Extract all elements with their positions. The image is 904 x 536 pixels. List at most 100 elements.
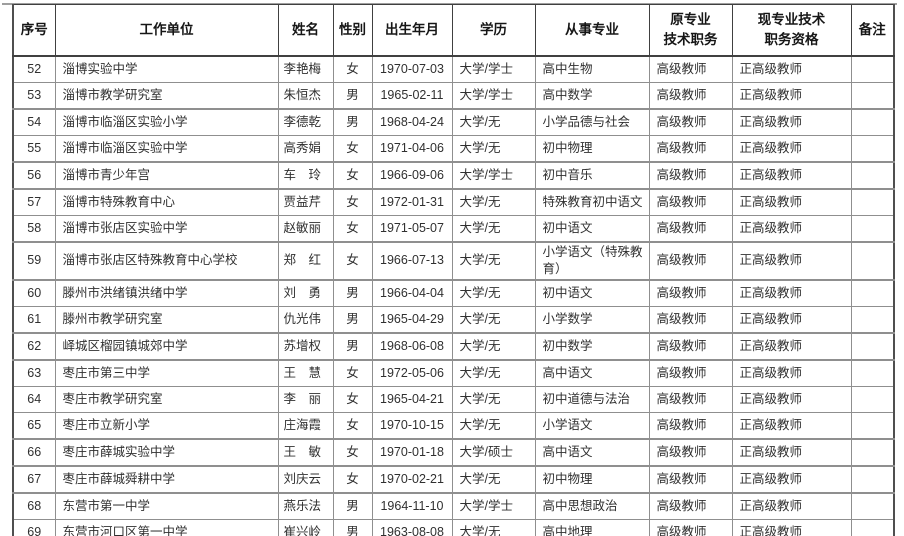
cell-gender: 女 — [332, 359, 373, 387]
cell-gender: 女 — [332, 55, 373, 83]
cell-name: 贾益芹 — [277, 188, 334, 216]
table-row: 58 淄博市张店区实验中学 赵敏丽女 1971-05-07 大学/无 初中语文 高级教师 正高… — [12, 215, 895, 243]
column-header-gender: 性别 — [332, 4, 373, 57]
cell-current-title: 正高级教师 — [731, 385, 852, 413]
cell-index: 58 — [12, 215, 56, 243]
cell-remarks — [850, 82, 895, 110]
table-row: 63 枣庄市第三中学王 慧女 1972-05-06 大学/无 高中语文 高级教师 正高级教师 — [12, 359, 895, 387]
cell-current-title: 正高级教师 — [731, 332, 852, 361]
cell-original-title: 高级教师 — [648, 359, 733, 387]
cell-profession: 高中生物 — [534, 55, 650, 83]
column-header-original-title: 原专业 技术职务 — [648, 4, 733, 57]
cell-work-unit: 淄博市特殊教育中心 — [54, 188, 279, 216]
cell-gender: 男 — [332, 305, 373, 334]
cell-remarks — [850, 161, 895, 190]
cell-birth-date: 1963-08-08 — [371, 518, 453, 536]
cell-original-title: 高级教师 — [648, 492, 733, 520]
cell-gender: 男 — [332, 492, 373, 520]
cell-work-unit: 滕州市教学研究室 — [54, 305, 279, 334]
cell-birth-date: 1964-11-10 — [371, 492, 453, 520]
cell-education: 大学/无 — [451, 385, 536, 413]
table-row: 69 东营市河口区第一中学 崔兴岭男 1963-08-08 大学/无 高中地理 高级教师 正高… — [12, 518, 895, 536]
cell-work-unit: 淄博市张店区实验中学 — [54, 215, 279, 243]
cell-current-title: 正高级教师 — [731, 135, 852, 163]
column-header-birth-date: 出生年月 — [371, 4, 453, 57]
column-header-name: 姓名 — [277, 4, 334, 57]
cell-name: 刘庆云 — [277, 465, 334, 494]
cell-education: 大学/无 — [451, 411, 536, 440]
cell-remarks — [850, 518, 895, 536]
cell-original-title: 高级教师 — [648, 305, 733, 334]
cell-current-title: 正高级教师 — [731, 305, 852, 334]
cell-name: 赵敏丽 — [277, 215, 334, 243]
table-row: 66 枣庄市薛城实验中学王 敏女 1970-01-18 大学/硕士 高中语文 高级教师 正高… — [12, 438, 895, 467]
cell-profession: 高中地理 — [534, 518, 650, 536]
cell-index: 69 — [12, 518, 56, 536]
cell-index: 59 — [12, 241, 56, 281]
cell-education: 大学/无 — [451, 279, 536, 307]
cell-index: 54 — [12, 108, 56, 136]
cell-profession: 高中语文 — [534, 359, 650, 387]
cell-work-unit: 淄博市教学研究室 — [54, 82, 279, 110]
cell-profession: 初中物理 — [534, 135, 650, 163]
cell-education: 大学/无 — [451, 108, 536, 136]
cell-birth-date: 1970-01-18 — [371, 438, 453, 467]
cell-gender: 男 — [332, 518, 373, 536]
cell-gender: 女 — [332, 385, 373, 413]
cell-original-title: 高级教师 — [648, 332, 733, 361]
cell-profession: 小学品德与社会 — [534, 108, 650, 136]
cell-index: 62 — [12, 332, 56, 361]
cell-education: 大学/学士 — [451, 82, 536, 110]
cell-profession: 特殊教育初中语文 — [534, 188, 650, 216]
cell-remarks — [850, 55, 895, 83]
cell-name: 庄海霞 — [277, 411, 334, 440]
cell-work-unit: 枣庄市第三中学 — [54, 359, 279, 387]
table-row: 61 滕州市教学研究室 仇光伟男 1965-04-29 大学/无 小学数学 高级教师 正高级教… — [12, 305, 895, 334]
cell-remarks — [850, 385, 895, 413]
cell-remarks — [850, 332, 895, 361]
table-body: 52 淄博实验中学 李艳梅女 1970-07-03 大学/学士 高中生物 高级教师 正高级教师… — [12, 55, 895, 536]
cell-birth-date: 1970-10-15 — [371, 411, 453, 440]
cell-work-unit: 滕州市洪绪镇洪绪中学 — [54, 279, 279, 307]
cell-education: 大学/学士 — [451, 492, 536, 520]
cell-work-unit: 枣庄市立新小学 — [54, 411, 279, 440]
cell-education: 大学/无 — [451, 241, 536, 281]
cell-education: 大学/硕士 — [451, 438, 536, 467]
cell-current-title: 正高级教师 — [731, 82, 852, 110]
table-row: 53 淄博市教学研究室 朱恒杰男 1965-02-11 大学/学士 高中数学 高级教师 正高级… — [12, 82, 895, 110]
cell-remarks — [850, 108, 895, 136]
cell-name: 仇光伟 — [277, 305, 334, 334]
cell-gender: 女 — [332, 438, 373, 467]
cell-index: 56 — [12, 161, 56, 190]
cell-current-title: 正高级教师 — [731, 188, 852, 216]
cell-remarks — [850, 438, 895, 467]
cell-original-title: 高级教师 — [648, 385, 733, 413]
cell-current-title: 正高级教师 — [731, 359, 852, 387]
cell-profession: 高中语文 — [534, 438, 650, 467]
cell-work-unit: 淄博市张店区特殊教育中心学校 — [54, 241, 279, 281]
cell-birth-date: 1970-07-03 — [371, 55, 453, 83]
cell-gender: 男 — [332, 82, 373, 110]
cell-birth-date: 1966-09-06 — [371, 161, 453, 190]
cell-gender: 男 — [332, 108, 373, 136]
cell-original-title: 高级教师 — [648, 465, 733, 494]
cell-current-title: 正高级教师 — [731, 215, 852, 243]
cell-index: 64 — [12, 385, 56, 413]
cell-index: 63 — [12, 359, 56, 387]
cell-name: 朱恒杰 — [277, 82, 334, 110]
cell-original-title: 高级教师 — [648, 411, 733, 440]
cell-remarks — [850, 492, 895, 520]
table-row: 55 淄博市临淄区实验中学 高秀娟女 1971-04-06 大学/无 初中物理 高级教师 正高… — [12, 135, 895, 163]
cell-name: 王 慧 — [277, 359, 334, 387]
cell-original-title: 高级教师 — [648, 188, 733, 216]
cell-work-unit: 淄博市青少年宫 — [54, 161, 279, 190]
table-row: 57 淄博市特殊教育中心 贾益芹女 1972-01-31 大学/无 特殊教育初中语文 高级教… — [12, 188, 895, 216]
cell-gender: 男 — [332, 332, 373, 361]
cell-remarks — [850, 241, 895, 281]
cell-current-title: 正高级教师 — [731, 492, 852, 520]
cell-remarks — [850, 465, 895, 494]
column-header-remarks: 备注 — [850, 4, 895, 57]
table-row: 52 淄博实验中学 李艳梅女 1970-07-03 大学/学士 高中生物 高级教师 正高级教师 — [12, 55, 895, 83]
cell-education: 大学/无 — [451, 188, 536, 216]
cell-name: 崔兴岭 — [277, 518, 334, 536]
